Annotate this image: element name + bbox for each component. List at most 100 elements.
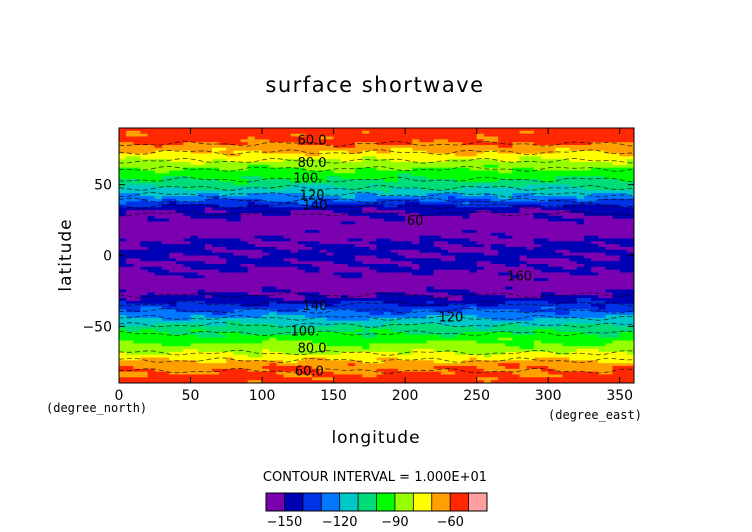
field-cell bbox=[219, 315, 227, 319]
field-cell bbox=[304, 303, 313, 307]
field-cell bbox=[426, 173, 435, 177]
field-cell bbox=[190, 315, 199, 319]
field-cell bbox=[362, 145, 370, 149]
field-cell bbox=[619, 269, 628, 273]
field-cell bbox=[412, 298, 420, 302]
field-cell bbox=[483, 269, 492, 273]
field-cell bbox=[455, 218, 463, 222]
field-cell bbox=[405, 269, 413, 273]
field-cell bbox=[419, 320, 427, 324]
field-cell bbox=[297, 196, 306, 200]
field-cell bbox=[169, 170, 177, 174]
field-cell bbox=[269, 269, 277, 273]
field-cell bbox=[240, 264, 249, 268]
field-cell bbox=[190, 303, 199, 307]
field-cell bbox=[433, 139, 442, 143]
field-cell bbox=[562, 230, 571, 234]
field-cell bbox=[183, 249, 191, 254]
field-cell bbox=[154, 164, 163, 169]
field-cell bbox=[226, 255, 234, 259]
field-cell bbox=[526, 198, 535, 203]
field-cell bbox=[140, 207, 149, 211]
field-cell bbox=[304, 164, 313, 169]
field-cell bbox=[512, 145, 520, 149]
field-cell bbox=[297, 241, 306, 245]
field-cell bbox=[326, 235, 334, 239]
field-cell bbox=[183, 156, 191, 160]
field-cell bbox=[154, 238, 163, 242]
field-cell bbox=[598, 142, 606, 146]
field-cell bbox=[140, 162, 149, 166]
field-cell bbox=[226, 312, 234, 316]
field-cell bbox=[433, 224, 442, 228]
field-cell bbox=[183, 164, 191, 169]
field-cell bbox=[576, 133, 585, 137]
field-cell bbox=[147, 244, 156, 248]
field-cell bbox=[312, 139, 320, 143]
field-cell bbox=[376, 286, 385, 290]
field-cell bbox=[519, 315, 528, 319]
field-cell bbox=[347, 298, 356, 302]
field-cell bbox=[455, 167, 463, 171]
field-cell bbox=[362, 258, 370, 262]
field-cell bbox=[276, 241, 284, 245]
field-cell bbox=[583, 147, 592, 152]
field-cell bbox=[133, 221, 141, 225]
field-cell bbox=[133, 164, 141, 169]
field-cell bbox=[583, 187, 592, 191]
field-cell bbox=[276, 230, 284, 234]
field-cell bbox=[505, 181, 513, 186]
field-cell bbox=[469, 156, 478, 160]
field-cell bbox=[455, 153, 463, 157]
field-cell bbox=[519, 300, 528, 305]
field-cell bbox=[276, 247, 284, 251]
field-cell bbox=[161, 232, 170, 237]
field-cell bbox=[390, 252, 399, 256]
field-cell bbox=[254, 315, 263, 319]
field-cell bbox=[505, 261, 513, 265]
field-cell bbox=[519, 150, 528, 154]
field-cell bbox=[626, 252, 635, 256]
field-cell bbox=[548, 247, 556, 251]
field-cell bbox=[147, 181, 156, 186]
field-cell bbox=[369, 303, 377, 307]
field-cell bbox=[297, 303, 306, 307]
field-cell bbox=[176, 249, 184, 254]
field-cell bbox=[426, 218, 435, 222]
field-cell bbox=[176, 320, 184, 324]
field-cell bbox=[190, 173, 199, 177]
field-cell bbox=[269, 275, 277, 279]
field-cell bbox=[247, 286, 256, 290]
field-cell bbox=[126, 145, 134, 149]
field-cell bbox=[326, 159, 334, 163]
field-cell bbox=[262, 247, 270, 251]
field-cell bbox=[462, 176, 470, 180]
field-cell bbox=[369, 190, 377, 194]
field-cell bbox=[340, 136, 349, 140]
field-cell bbox=[240, 162, 249, 166]
field-cell bbox=[340, 320, 349, 324]
field-cell bbox=[176, 298, 184, 302]
field-cell bbox=[526, 249, 535, 254]
field-cell bbox=[154, 235, 163, 239]
field-cell bbox=[204, 269, 213, 273]
field-cell bbox=[526, 156, 535, 160]
field-cell bbox=[240, 198, 249, 203]
field-cell bbox=[183, 244, 191, 248]
field-cell bbox=[626, 275, 635, 279]
field-cell bbox=[519, 170, 528, 174]
field-cell bbox=[340, 258, 349, 262]
field-cell bbox=[397, 244, 406, 248]
field-cell bbox=[312, 232, 320, 237]
field-cell bbox=[240, 176, 249, 180]
field-cell bbox=[362, 150, 370, 154]
field-cell bbox=[276, 139, 284, 143]
field-cell bbox=[154, 215, 163, 220]
field-cell bbox=[612, 207, 621, 211]
field-cell bbox=[254, 181, 263, 186]
field-cell bbox=[290, 266, 299, 271]
field-cell bbox=[533, 255, 542, 259]
field-cell bbox=[390, 207, 399, 211]
field-cell bbox=[626, 258, 635, 262]
field-cell bbox=[419, 224, 427, 228]
